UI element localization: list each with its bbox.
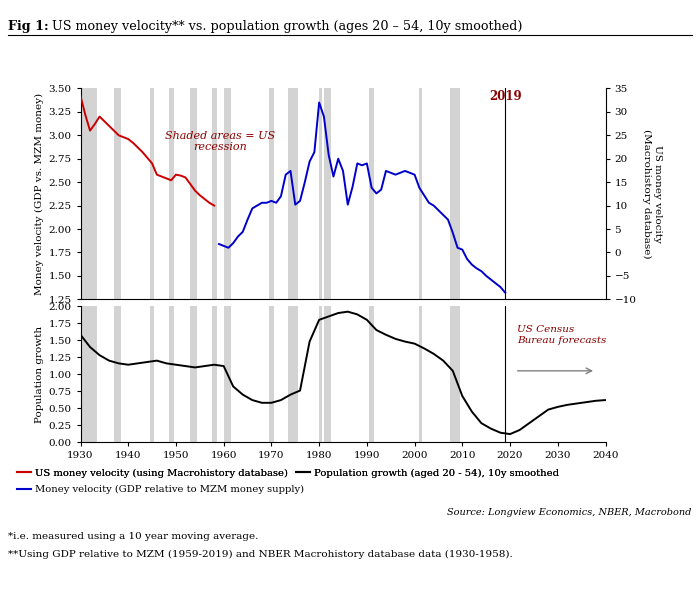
- Bar: [114, 306, 121, 442]
- Bar: [288, 88, 298, 300]
- Text: *i.e. measured using a 10 year moving average.: *i.e. measured using a 10 year moving av…: [8, 532, 259, 541]
- Y-axis label: Population growth: Population growth: [35, 326, 44, 423]
- Bar: [78, 88, 97, 300]
- Bar: [78, 306, 97, 442]
- Bar: [370, 88, 374, 300]
- Text: 2019: 2019: [489, 90, 522, 103]
- Bar: [224, 88, 231, 300]
- Text: Shaded areas = US
recession: Shaded areas = US recession: [164, 131, 274, 152]
- Bar: [319, 88, 321, 300]
- Bar: [324, 306, 331, 442]
- Text: Fig 1:: Fig 1:: [8, 20, 49, 32]
- Legend: Money velocity (GDP relative to MZM money supply): Money velocity (GDP relative to MZM mone…: [13, 481, 309, 498]
- Legend: US money velocity (using Macrohistory database), Population growth (aged 20 - 54: US money velocity (using Macrohistory da…: [13, 465, 564, 482]
- Bar: [324, 88, 331, 300]
- Bar: [224, 306, 231, 442]
- Bar: [150, 306, 155, 442]
- Bar: [450, 88, 460, 300]
- Bar: [370, 306, 374, 442]
- Bar: [211, 88, 216, 300]
- Bar: [169, 88, 174, 300]
- Bar: [150, 88, 155, 300]
- Bar: [288, 306, 298, 442]
- Bar: [419, 306, 421, 442]
- Text: US money velocity** vs. population growth (ages 20 – 54, 10y smoothed): US money velocity** vs. population growt…: [48, 20, 522, 32]
- Bar: [114, 88, 121, 300]
- Text: US Census
Bureau forecasts: US Census Bureau forecasts: [517, 325, 607, 345]
- Bar: [450, 306, 460, 442]
- Y-axis label: US money velocity
(Macrohistory database): US money velocity (Macrohistory database…: [642, 129, 661, 259]
- Bar: [190, 306, 197, 442]
- Bar: [190, 88, 197, 300]
- Bar: [419, 88, 421, 300]
- Y-axis label: Money velocity (GDP vs. MZM money): Money velocity (GDP vs. MZM money): [35, 93, 44, 295]
- Text: Source: Longview Economics, NBER, Macrobond: Source: Longview Economics, NBER, Macrob…: [447, 508, 692, 517]
- Bar: [211, 306, 216, 442]
- Text: **Using GDP relative to MZM (1959-2019) and NBER Macrohistory database data (193: **Using GDP relative to MZM (1959-2019) …: [8, 550, 513, 559]
- Bar: [269, 306, 274, 442]
- Bar: [169, 306, 174, 442]
- Bar: [269, 88, 274, 300]
- Bar: [319, 306, 321, 442]
